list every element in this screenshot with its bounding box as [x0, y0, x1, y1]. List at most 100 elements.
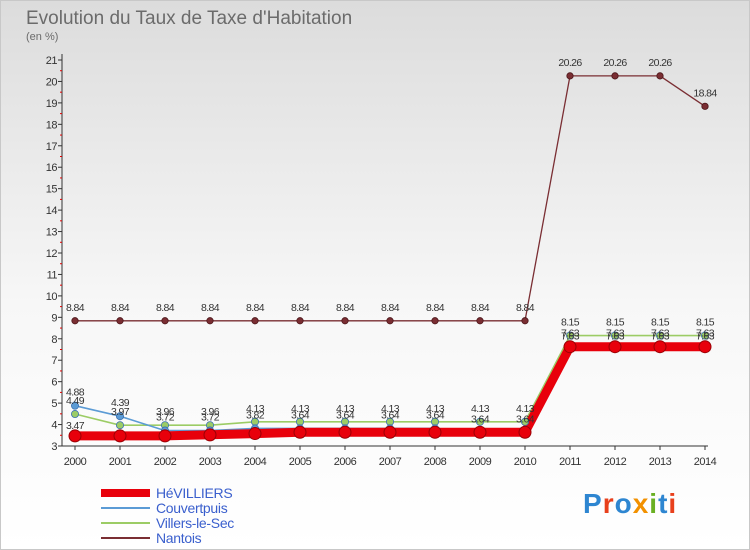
x-tick-label: 2012	[604, 456, 627, 468]
x-tick-label: 2003	[199, 456, 222, 468]
data-point	[566, 331, 575, 340]
data-point	[296, 317, 304, 325]
data-point	[116, 421, 125, 430]
data-label: 3.72	[156, 412, 175, 424]
data-label: 7.63	[606, 331, 625, 343]
y-tick-label: 9	[51, 312, 57, 324]
data-label: 3.97	[111, 406, 130, 418]
data-point	[521, 417, 530, 426]
data-point	[71, 410, 80, 419]
data-label: 20.26	[648, 57, 672, 69]
x-tick-label: 2008	[424, 456, 447, 468]
data-label: 4.13	[291, 403, 310, 415]
y-tick-label: 3	[51, 441, 57, 453]
data-point	[341, 317, 349, 325]
data-label: 3.64	[291, 409, 310, 421]
data-point	[68, 429, 82, 443]
y-tick-label: 6	[51, 377, 57, 389]
y-tick-label: 11	[47, 269, 58, 281]
data-point	[293, 425, 307, 439]
x-tick-label: 2014	[694, 456, 717, 468]
data-label: 7.63	[696, 328, 715, 340]
data-point	[518, 425, 532, 439]
data-point	[203, 428, 217, 442]
data-label: 3.72	[201, 412, 220, 424]
data-label: 7.63	[606, 328, 625, 340]
data-label: 3.64	[516, 413, 535, 425]
y-tick-label: 5	[51, 398, 57, 410]
chart-title: Evolution du Taux de Taxe d'Habitation	[26, 8, 352, 29]
logo-letter: i	[649, 488, 659, 519]
data-label: 8.84	[291, 302, 310, 314]
data-point	[116, 412, 125, 421]
data-point	[611, 72, 619, 80]
data-label: 8.15	[696, 317, 715, 329]
y-tick-label: 16	[46, 162, 58, 174]
data-point	[698, 340, 712, 354]
data-label: 4.13	[426, 403, 445, 415]
data-label: 3.47	[66, 420, 85, 432]
data-label: 4.13	[246, 403, 265, 415]
y-tick-label: 13	[46, 227, 58, 239]
data-point	[431, 317, 439, 325]
data-label: 8.84	[381, 302, 400, 314]
data-point	[116, 317, 124, 325]
legend-label-villers-le-sec: Villers-le-Sec	[156, 515, 234, 531]
data-label: 8.84	[111, 302, 130, 314]
data-point	[113, 429, 127, 443]
y-tick-label: 15	[46, 184, 58, 196]
legend-label-hévilliers: HéVILLIERS	[156, 485, 232, 501]
data-label: 18.84	[693, 87, 717, 99]
data-point	[521, 317, 529, 325]
data-point	[476, 317, 484, 325]
data-point	[251, 317, 259, 325]
data-label: 7.63	[651, 331, 670, 343]
data-point	[473, 425, 487, 439]
data-point	[428, 425, 442, 439]
data-label: 4.13	[471, 403, 490, 415]
data-point	[71, 401, 80, 410]
data-label: 8.84	[201, 302, 220, 314]
y-tick-label: 4	[51, 420, 57, 432]
x-tick-label: 2000	[64, 456, 87, 468]
y-tick-label: 21	[46, 55, 58, 67]
y-tick-label: 20	[46, 76, 58, 88]
logo-letter: i	[668, 488, 678, 519]
data-point	[161, 317, 169, 325]
y-tick-label: 7	[51, 355, 57, 367]
data-point	[656, 72, 664, 80]
series-line-nantois	[75, 75, 706, 322]
data-point	[71, 317, 79, 325]
data-point	[563, 340, 577, 354]
data-point	[608, 340, 622, 354]
data-label: 3.82	[246, 409, 265, 421]
data-point	[158, 429, 172, 443]
data-point	[248, 427, 262, 441]
data-label: 8.84	[66, 302, 85, 314]
y-tick-label: 19	[46, 98, 58, 110]
data-label: 7.63	[651, 328, 670, 340]
data-point	[611, 331, 620, 340]
data-label: 4.49	[66, 395, 85, 407]
x-tick-label: 2001	[109, 456, 132, 468]
data-label: 8.15	[606, 317, 625, 329]
data-label: 3.64	[471, 413, 490, 425]
x-tick-label: 2004	[244, 456, 267, 468]
data-label: 8.84	[336, 302, 355, 314]
x-tick-label: 2007	[379, 456, 402, 468]
data-label: 8.84	[426, 302, 445, 314]
data-label: 4.13	[381, 403, 400, 415]
proxiti-logo: Proxiti	[583, 488, 677, 520]
data-label: 3.64	[426, 409, 445, 421]
y-tick-label: 18	[46, 119, 58, 131]
data-label: 8.15	[651, 317, 670, 329]
data-point	[701, 102, 709, 110]
data-label: 4.39	[111, 397, 130, 409]
data-point	[206, 317, 214, 325]
data-point	[383, 425, 397, 439]
chart-subtitle: (en %)	[26, 31, 58, 43]
logo-letter: x	[632, 488, 650, 519]
x-tick-label: 2002	[154, 456, 177, 468]
